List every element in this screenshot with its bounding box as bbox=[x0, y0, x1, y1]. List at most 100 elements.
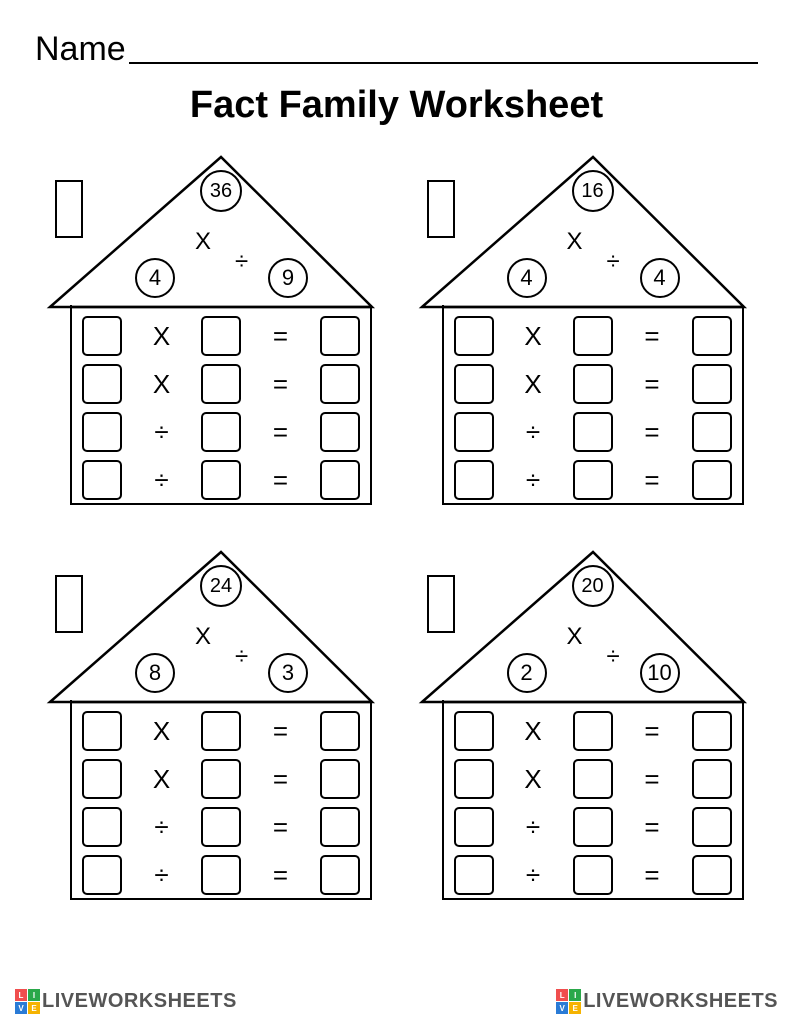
equation-row: ÷= bbox=[454, 804, 732, 850]
worksheet-title: Fact Family Worksheet bbox=[35, 84, 758, 127]
answer-box[interactable] bbox=[573, 364, 613, 404]
equals-symbol: = bbox=[638, 417, 666, 448]
roof-mult-symbol: X bbox=[567, 623, 583, 651]
roof-number-top: 36 bbox=[200, 170, 242, 212]
answer-box[interactable] bbox=[573, 855, 613, 895]
answer-box[interactable] bbox=[320, 855, 360, 895]
operator-symbol: X bbox=[519, 764, 547, 795]
equation-row: X= bbox=[454, 313, 732, 359]
answer-box[interactable] bbox=[320, 316, 360, 356]
answer-box[interactable] bbox=[573, 412, 613, 452]
answer-box[interactable] bbox=[320, 807, 360, 847]
roof-number-top: 24 bbox=[200, 565, 242, 607]
badge-cell: L bbox=[15, 989, 27, 1001]
equation-row: X= bbox=[82, 708, 360, 754]
answer-box[interactable] bbox=[201, 855, 241, 895]
name-input-line[interactable] bbox=[129, 62, 758, 64]
roof-mult-symbol: X bbox=[567, 228, 583, 256]
equals-symbol: = bbox=[638, 369, 666, 400]
answer-box[interactable] bbox=[201, 711, 241, 751]
answer-box[interactable] bbox=[692, 855, 732, 895]
answer-box[interactable] bbox=[201, 807, 241, 847]
roof-number-right: 9 bbox=[268, 258, 308, 298]
answer-box[interactable] bbox=[573, 460, 613, 500]
equals-symbol: = bbox=[267, 465, 295, 496]
answer-box[interactable] bbox=[454, 364, 494, 404]
fact-family-house: 20210X÷X=X=÷=÷= bbox=[412, 547, 752, 902]
fact-family-house: 1644X÷X=X=÷=÷= bbox=[412, 152, 752, 507]
answer-box[interactable] bbox=[573, 711, 613, 751]
operator-symbol: X bbox=[148, 321, 176, 352]
equation-row: X= bbox=[82, 313, 360, 359]
answer-box[interactable] bbox=[454, 807, 494, 847]
answer-box[interactable] bbox=[320, 412, 360, 452]
equals-symbol: = bbox=[267, 369, 295, 400]
badge-cell: V bbox=[556, 1002, 568, 1014]
answer-box[interactable] bbox=[692, 807, 732, 847]
operator-symbol: X bbox=[519, 369, 547, 400]
equals-symbol: = bbox=[638, 465, 666, 496]
badge-cell: L bbox=[556, 989, 568, 1001]
answer-box[interactable] bbox=[82, 364, 122, 404]
answer-box[interactable] bbox=[454, 855, 494, 895]
roof-number-right: 4 bbox=[640, 258, 680, 298]
answer-box[interactable] bbox=[201, 364, 241, 404]
answer-box[interactable] bbox=[573, 759, 613, 799]
answer-box[interactable] bbox=[320, 364, 360, 404]
answer-box[interactable] bbox=[692, 759, 732, 799]
answer-box[interactable] bbox=[320, 460, 360, 500]
answer-box[interactable] bbox=[320, 711, 360, 751]
roof-mult-symbol: X bbox=[195, 228, 211, 256]
answer-box[interactable] bbox=[201, 759, 241, 799]
fact-family-house: 2483X÷X=X=÷=÷= bbox=[40, 547, 380, 902]
operator-symbol: ÷ bbox=[519, 860, 547, 891]
answer-box[interactable] bbox=[692, 316, 732, 356]
answer-box[interactable] bbox=[454, 759, 494, 799]
answer-box[interactable] bbox=[320, 759, 360, 799]
answer-box[interactable] bbox=[573, 316, 613, 356]
answer-box[interactable] bbox=[692, 460, 732, 500]
equals-symbol: = bbox=[638, 716, 666, 747]
equals-symbol: = bbox=[638, 764, 666, 795]
roof-number-right: 3 bbox=[268, 653, 308, 693]
answer-box[interactable] bbox=[454, 316, 494, 356]
answer-box[interactable] bbox=[692, 364, 732, 404]
equals-symbol: = bbox=[267, 417, 295, 448]
answer-box[interactable] bbox=[692, 412, 732, 452]
answer-box[interactable] bbox=[454, 711, 494, 751]
roof-div-symbol: ÷ bbox=[235, 248, 248, 276]
roof-number-left: 4 bbox=[135, 258, 175, 298]
equation-row: X= bbox=[82, 756, 360, 802]
answer-box[interactable] bbox=[692, 711, 732, 751]
watermark-badge: LIVE bbox=[556, 989, 581, 1014]
answer-box[interactable] bbox=[82, 460, 122, 500]
equals-symbol: = bbox=[267, 716, 295, 747]
answer-box[interactable] bbox=[82, 855, 122, 895]
answer-box[interactable] bbox=[82, 412, 122, 452]
operator-symbol: X bbox=[519, 716, 547, 747]
answer-box[interactable] bbox=[573, 807, 613, 847]
answer-box[interactable] bbox=[454, 460, 494, 500]
equals-symbol: = bbox=[267, 321, 295, 352]
answer-box[interactable] bbox=[201, 316, 241, 356]
watermark-text: LIVEWORKSHEETS bbox=[583, 990, 778, 1013]
answer-box[interactable] bbox=[82, 759, 122, 799]
operator-symbol: ÷ bbox=[148, 812, 176, 843]
watermark-badge: LIVE bbox=[15, 989, 40, 1014]
equation-row: ÷= bbox=[82, 804, 360, 850]
answer-box[interactable] bbox=[201, 412, 241, 452]
answer-box[interactable] bbox=[454, 412, 494, 452]
answer-box[interactable] bbox=[82, 711, 122, 751]
answer-box[interactable] bbox=[82, 807, 122, 847]
watermark-right: LIVE LIVEWORKSHEETS bbox=[556, 989, 778, 1014]
operator-symbol: ÷ bbox=[519, 465, 547, 496]
equation-row: X= bbox=[454, 708, 732, 754]
fact-family-house: 3649X÷X=X=÷=÷= bbox=[40, 152, 380, 507]
answer-box[interactable] bbox=[82, 316, 122, 356]
answer-box[interactable] bbox=[201, 460, 241, 500]
roof-div-symbol: ÷ bbox=[607, 248, 620, 276]
equation-row: ÷= bbox=[82, 852, 360, 898]
equals-symbol: = bbox=[638, 860, 666, 891]
badge-cell: V bbox=[15, 1002, 27, 1014]
roof-number-top: 16 bbox=[572, 170, 614, 212]
